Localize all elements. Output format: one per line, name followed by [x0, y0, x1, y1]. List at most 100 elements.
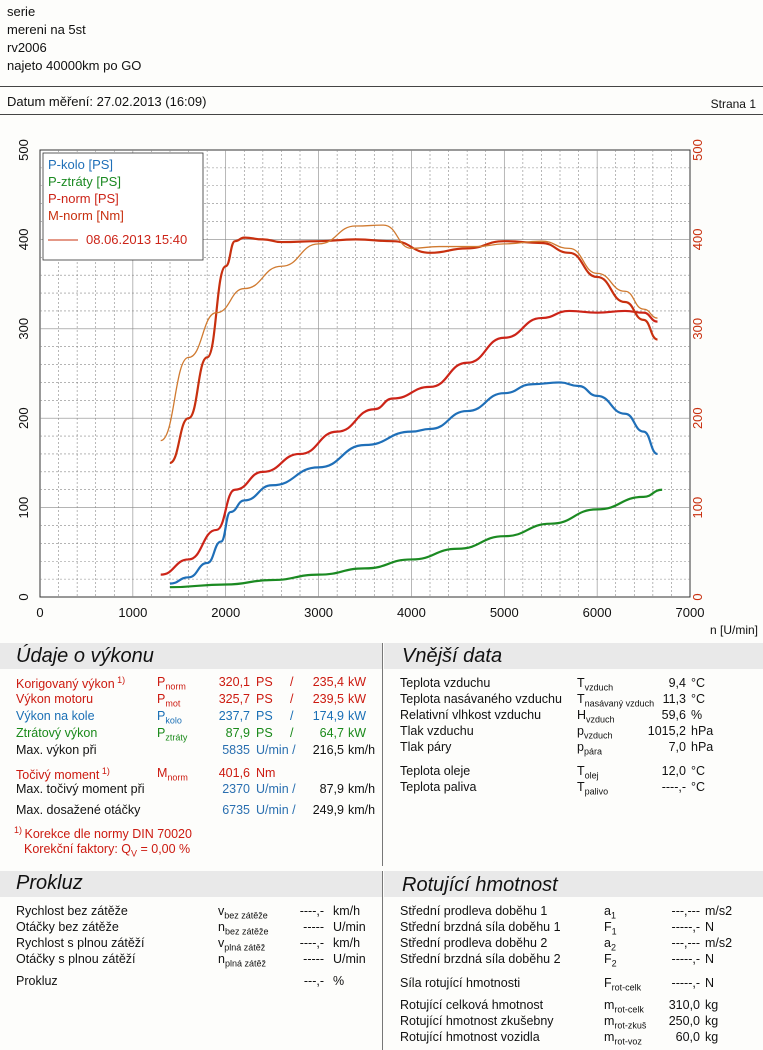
prokluz-row-value: ---,-	[303, 974, 324, 988]
x-tick-label: 6000	[583, 605, 612, 620]
moment-symbol-symbol: M	[157, 766, 168, 780]
vnejsi-row-symbol-subscript: olej	[584, 770, 599, 781]
vykon-row-kw-unit: kW	[348, 692, 367, 706]
vykon-row-label: Výkon motoru	[16, 692, 94, 706]
vykon-row-kw: 239,5	[312, 692, 344, 706]
rotujici-row-symbol-symbol: m	[604, 1030, 615, 1044]
vykon-row-kw-unit: kW	[348, 709, 367, 723]
legend-ref-label: 08.06.2013 15:40	[86, 232, 187, 247]
y-tick-label-left: 300	[16, 318, 31, 340]
prokluz-row-label: Prokluz	[16, 974, 58, 988]
rotujici-row-label: Střední prodleva doběhu 2	[400, 936, 548, 950]
series-p-ztraty	[169, 488, 663, 589]
vykon-row-symbol-symbol: P	[157, 709, 166, 723]
prokluz-row-symbol-subscript: plná zátěž	[224, 958, 266, 969]
footnote-marker-line: 1) Korekce dle normy DIN 70020	[14, 825, 192, 841]
vnejsi-row-symbol-symbol: T	[577, 676, 585, 690]
vnejsi-row-symbol-symbol: p	[577, 724, 584, 738]
rotujici-row-symbol-subscript: 1	[611, 926, 617, 937]
prokluz-row-symbol-subscript: bez zátěže	[224, 926, 269, 937]
rotujici-row-label: Síla rotující hmotnosti	[400, 976, 521, 990]
prokluz-title: Prokluz	[16, 872, 83, 894]
legend-box	[42, 152, 204, 261]
vnejsi-row-unit: %	[691, 708, 703, 722]
footnote-factor-value: = 0,00 %	[137, 842, 191, 856]
footnote-marker: 1)	[114, 675, 126, 685]
rotujici-row-symbol-symbol: m	[604, 1014, 615, 1028]
rotujici-row-label: Rotující celková hmotnost	[400, 998, 544, 1012]
vnejsi-row-symbol: pvzduch	[577, 724, 612, 741]
vnejsi-row-symbol: Tpalivo	[577, 780, 608, 797]
x-tick-label: 7000	[676, 605, 705, 620]
series-p-norm	[160, 309, 658, 576]
vykon-row-ps: 325,7	[218, 692, 250, 706]
vykon-row-kw: 174,9	[312, 709, 344, 723]
vnejsi-row-symbol: Tvzduch	[577, 676, 613, 693]
x-tick-label: 3000	[304, 605, 333, 620]
legend-entry: P-norm [PS]	[48, 191, 119, 206]
x-tick-label: 4000	[397, 605, 426, 620]
vykon-row-slash: /	[290, 675, 294, 689]
header-rule	[0, 86, 763, 87]
moment-symbol: Mnorm	[157, 766, 188, 783]
vnejsi-row-symbol-subscript: nasávaný vzduch	[584, 698, 655, 709]
rotujici-title: Rotující hmotnost	[402, 874, 558, 896]
rotujici-row-value: -----,-	[671, 920, 700, 934]
rotujici-row-unit: kg	[705, 998, 719, 1012]
x-tick-label: 5000	[490, 605, 519, 620]
rotujici-row-symbol-subscript: 2	[610, 942, 616, 953]
max-vykon-label: Max. výkon při	[16, 743, 97, 757]
vykon-title-bar	[0, 643, 382, 669]
moment-unit: Nm	[256, 766, 276, 780]
rotujici-row-symbol: mrot-zkuš	[604, 1014, 646, 1031]
x-tick-label: 0	[36, 605, 43, 620]
vnejsi-title: Vnější data	[402, 645, 503, 667]
max-otacky-speed-unit: km/h	[348, 803, 376, 817]
vnejsi-row-label: Tlak vzduchu	[400, 724, 474, 738]
vnejsi-row-symbol: ppára	[577, 740, 602, 757]
series-reference	[160, 224, 658, 442]
x-tick-label: 1000	[118, 605, 147, 620]
vykon-row-ps-unit: PS	[256, 692, 273, 706]
rotujici-row-symbol: a2	[604, 936, 616, 953]
vnejsi-row-symbol-symbol: p	[577, 740, 584, 754]
vnejsi-row-value: 9,4	[668, 676, 686, 690]
prokluz-title-bar	[0, 871, 382, 897]
vykon-row-symbol: Pmot	[157, 692, 180, 709]
rotujici-row-unit: m/s2	[705, 904, 733, 918]
vykon-row-ps-unit: PS	[256, 675, 273, 689]
max-vykon-speed: 216,5	[312, 743, 344, 757]
rotujici-row-symbol-symbol: F	[604, 976, 612, 990]
vnejsi-row-unit: °C	[691, 692, 706, 706]
rotujici-row-symbol-subscript: 1	[610, 910, 616, 921]
rotujici-row-value: -----,-	[671, 952, 700, 966]
rotujici-row-value: 250,0	[668, 1014, 700, 1028]
rotujici-title-bar	[384, 871, 763, 897]
vykon-row-symbol: Pnorm	[157, 675, 186, 692]
page-number: Strana 1	[710, 97, 756, 111]
vnejsi-row-unit: hPa	[691, 740, 714, 754]
y-tick-label-right: 0	[690, 593, 705, 600]
rotujici-row-unit: N	[705, 976, 715, 990]
vnejsi-row-unit: °C	[691, 780, 706, 794]
prokluz-row-symbol-subscript: plná zátěž	[224, 942, 266, 953]
prokluz-row-symbol: nplná zátěž	[218, 952, 266, 969]
prokluz-row-label: Rychlost s plnou zátěží	[16, 936, 145, 950]
rotujici-row-label: Střední brzdná síla doběhu 1	[400, 920, 561, 934]
vnejsi-row-symbol: Tolej	[577, 764, 599, 781]
rotujici-row-symbol-subscript: rot-zkuš	[614, 1020, 647, 1031]
rotujici-row-symbol-symbol: a	[604, 936, 611, 950]
max-otacky-speed: 249,9	[312, 803, 344, 817]
prokluz-row-symbol: vplná zátěž	[218, 936, 265, 953]
prokluz-row-symbol-symbol: v	[218, 904, 225, 918]
vykon-row-slash: /	[290, 692, 294, 706]
prokluz-row-unit: U/min	[333, 952, 366, 966]
footnote-marker: 1)	[14, 825, 25, 835]
vykon-row-symbol-symbol: P	[157, 692, 166, 706]
vykon-row-ps-unit: PS	[256, 726, 273, 740]
rotujici-row-unit: N	[705, 920, 715, 934]
vykon-row-symbol-symbol: P	[157, 726, 166, 740]
rotujici-row-symbol-symbol: m	[604, 998, 615, 1012]
vnejsi-row-value: 1015,2	[647, 724, 686, 738]
